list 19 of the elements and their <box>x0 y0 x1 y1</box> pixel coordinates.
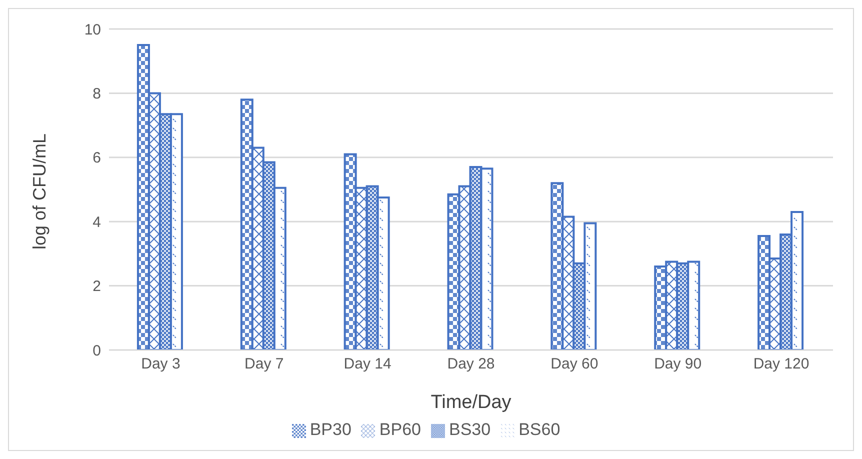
x-tick-label: Day 120 <box>753 356 810 373</box>
y-tick-label: 0 <box>92 342 101 360</box>
y-tick-label: 8 <box>92 86 101 103</box>
x-tick-label: Day 14 <box>344 356 392 373</box>
y-tick-label: 10 <box>84 21 101 38</box>
x-tick-label: Day 7 <box>244 356 284 373</box>
y-tick-label: 2 <box>92 278 101 296</box>
x-axis-title: Time/Day <box>430 392 512 413</box>
legend-label: BS60 <box>518 420 560 439</box>
y-tick-label: 6 <box>92 150 101 167</box>
x-tick-label: Day 3 <box>141 356 180 373</box>
legend-label: BS30 <box>449 420 491 439</box>
y-tick-label: 4 <box>92 214 101 231</box>
y-axis-title: log of CFU/mL <box>29 133 50 250</box>
x-tick-label: Day 60 <box>550 356 598 373</box>
x-tick-label: Day 90 <box>654 356 702 373</box>
legend-label: BP60 <box>379 420 421 439</box>
legend-label: BP30 <box>310 420 352 439</box>
x-tick-label: Day 28 <box>447 356 495 373</box>
